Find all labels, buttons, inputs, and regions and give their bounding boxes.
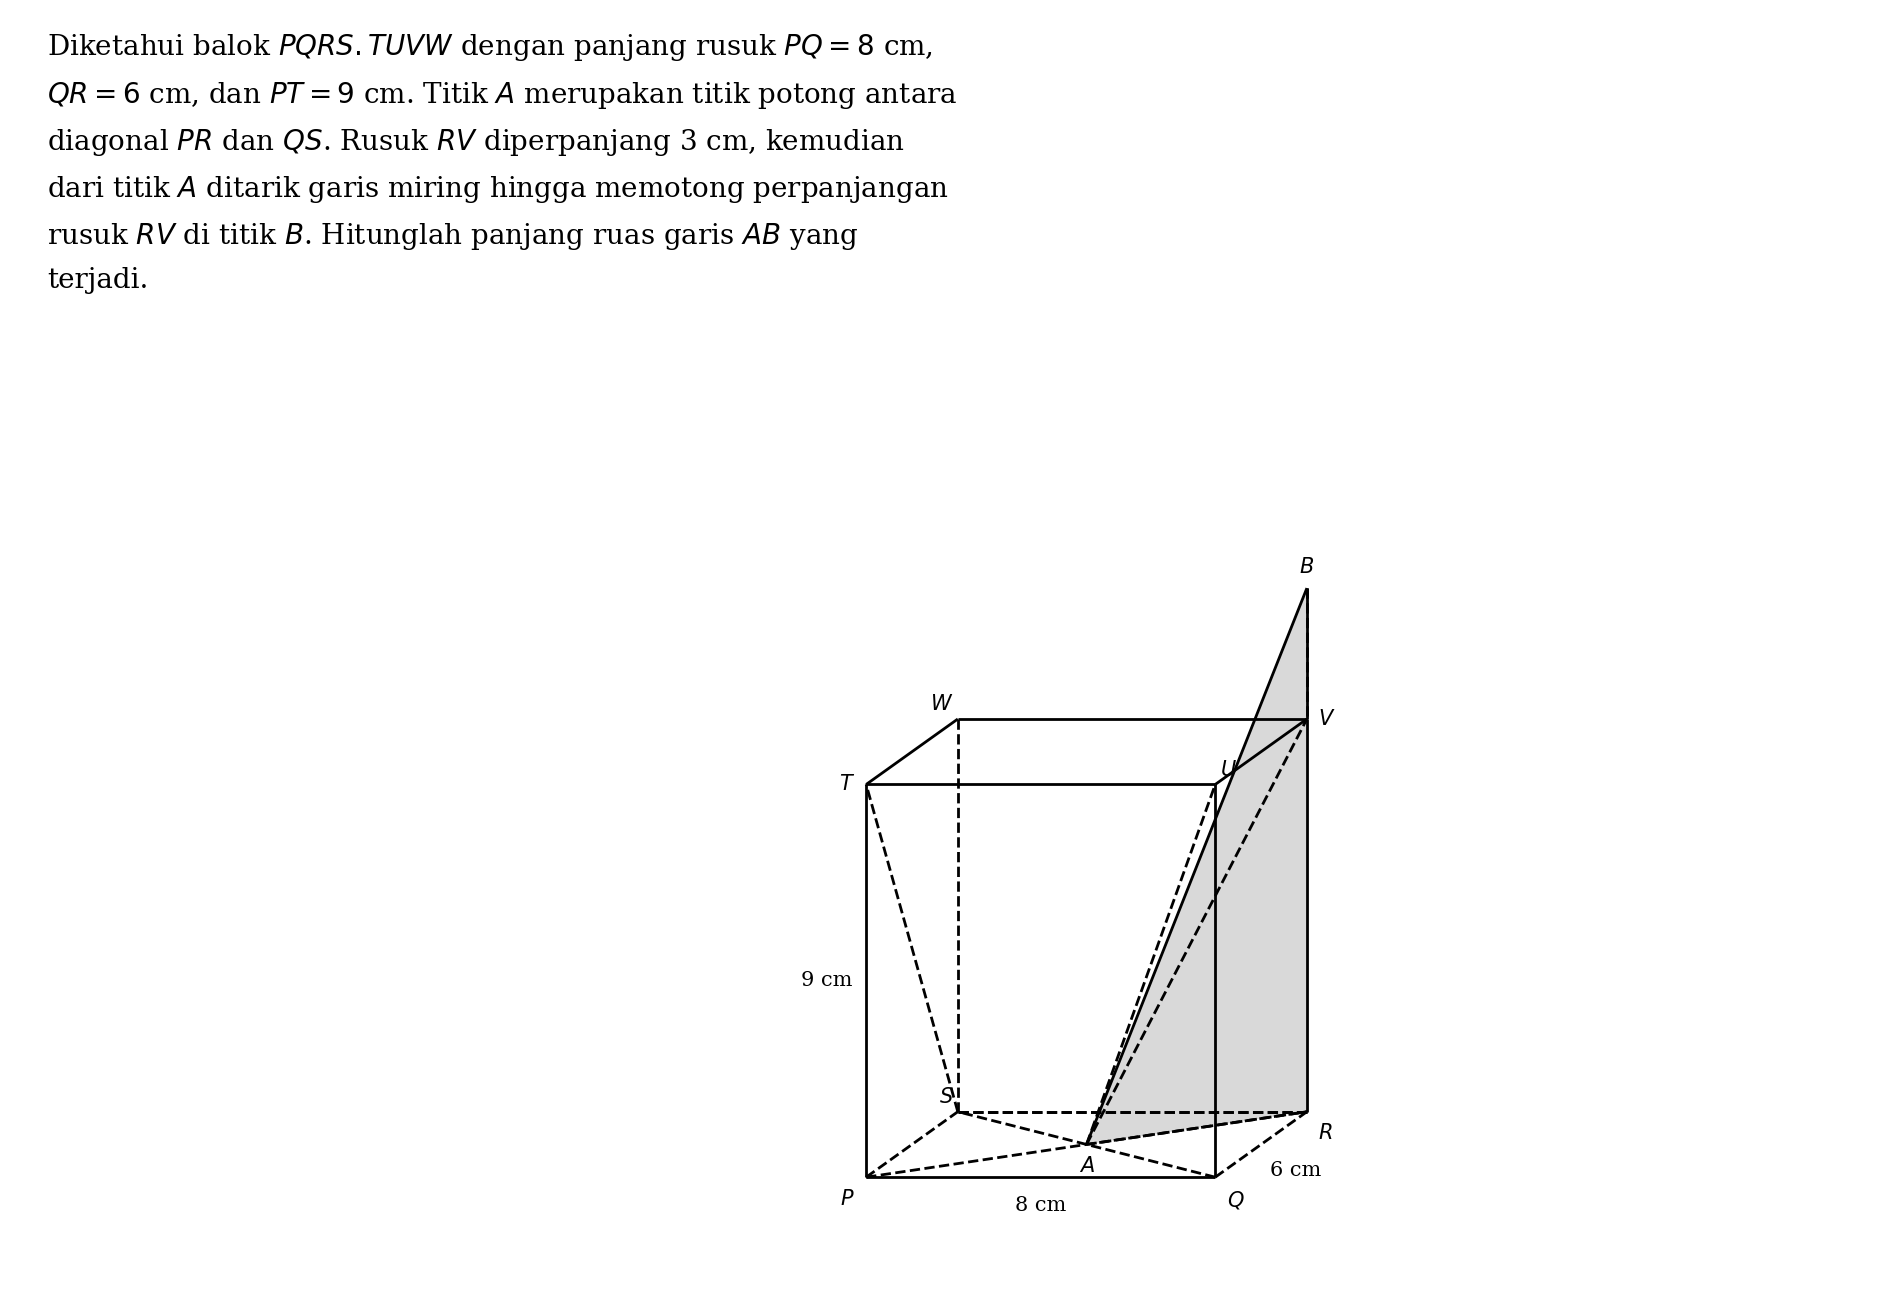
Text: $S$: $S$: [939, 1088, 952, 1107]
Text: $V$: $V$: [1319, 709, 1336, 729]
Text: $R$: $R$: [1319, 1123, 1332, 1144]
Polygon shape: [1086, 588, 1305, 1145]
Text: $Q$: $Q$: [1226, 1189, 1243, 1211]
Text: $U$: $U$: [1218, 759, 1235, 780]
Text: $B$: $B$: [1298, 557, 1313, 576]
Text: 8 cm: 8 cm: [1014, 1195, 1065, 1215]
Text: 9 cm: 9 cm: [801, 971, 852, 990]
Text: $A$: $A$: [1079, 1157, 1094, 1176]
Text: $W$: $W$: [929, 694, 952, 714]
Polygon shape: [1086, 719, 1305, 1145]
Text: $T$: $T$: [839, 775, 854, 794]
Text: $P$: $P$: [841, 1189, 854, 1208]
Text: 6 cm: 6 cm: [1269, 1160, 1320, 1180]
Text: Diketahui balok $PQRS.TUVW$ dengan panjang rusuk $PQ = 8$ cm,
$QR = 6$ cm, dan $: Diketahui balok $PQRS.TUVW$ dengan panja…: [47, 32, 958, 293]
